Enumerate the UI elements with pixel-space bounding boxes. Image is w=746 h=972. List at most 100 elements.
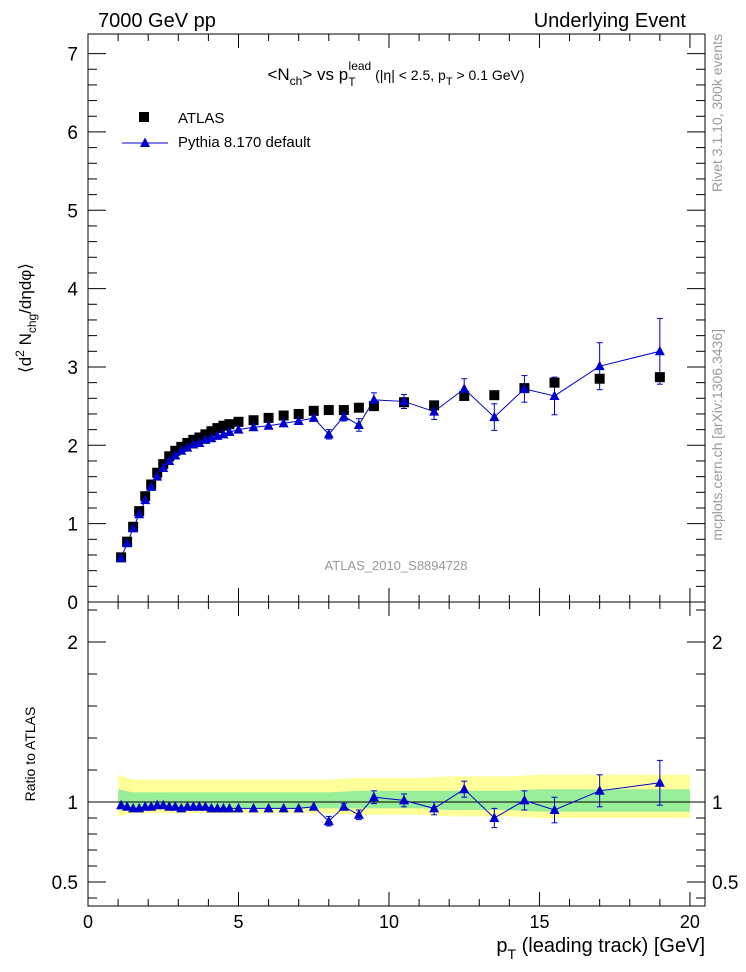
- atlas-point: [429, 400, 440, 411]
- ratio-point: [224, 802, 235, 813]
- pythia-point: [140, 494, 151, 505]
- ylabel-sub-chg: chg: [25, 314, 39, 333]
- atlas-point: [263, 412, 274, 423]
- ratio-y-axis-label: Ratio to ATLAS: [22, 707, 38, 802]
- pythia-point: [122, 537, 133, 548]
- ratio-data-layer: [116, 759, 665, 829]
- legend: ATLAS Pythia 8.170 default: [122, 110, 311, 151]
- xlabel-part-b: (leading track) [GeV]: [516, 935, 705, 957]
- main-y-tick-label: 0: [67, 593, 78, 614]
- pythia-point: [263, 420, 274, 430]
- main-y-tick-label: 1: [67, 515, 78, 536]
- xlabel-part-a: p: [496, 935, 507, 957]
- analysis-watermark: ATLAS_2010_S8894728: [325, 558, 468, 573]
- ratio-y-tick-label: 2: [67, 633, 78, 654]
- pythia-point: [128, 522, 139, 533]
- main-y-tick-label: 6: [67, 123, 78, 144]
- pythia-point: [278, 417, 289, 428]
- ratio-y-tick-label-right: 1: [712, 793, 723, 814]
- mcplots-label: mcplots.cern.ch [arXiv:1306.3436]: [709, 329, 725, 541]
- ratio-point: [399, 794, 410, 805]
- ylabel-part-b: N: [16, 333, 35, 350]
- title-part-c: (|η| < 2.5, p: [371, 67, 446, 83]
- ratio-y-tick-label-right: 2: [712, 633, 723, 654]
- pythia-point: [116, 552, 127, 563]
- ratio-y-tick-label: 1: [67, 793, 78, 814]
- ratio-point: [654, 777, 665, 787]
- main-y-tick-label: 3: [67, 358, 78, 379]
- pythia-point: [353, 419, 364, 429]
- ylabel-part-c: /dηdφ⟩: [16, 263, 35, 314]
- main-y-tick-label: 4: [67, 280, 78, 301]
- ratio-point: [368, 791, 379, 802]
- ratio-point: [489, 812, 500, 822]
- ratio-point: [278, 802, 289, 813]
- pythia-point: [164, 455, 175, 465]
- x-tick-label: 20: [680, 912, 700, 932]
- ratio-plot-frame: [87, 601, 706, 907]
- x-tick-label: 10: [379, 912, 399, 932]
- atlas-point: [233, 416, 244, 427]
- pythia-point: [170, 449, 181, 460]
- ratio-point: [293, 802, 304, 813]
- pythia-point: [549, 390, 560, 400]
- header-left: 7000 GeV pp: [98, 10, 216, 32]
- main-y-axis-label: ⟨d2 Nchg/dηdφ⟩: [13, 263, 39, 373]
- atlas-point: [212, 423, 223, 434]
- pythia-point: [233, 424, 244, 434]
- atlas-point: [293, 408, 304, 419]
- main-y-tick-label: 5: [67, 201, 78, 222]
- atlas-point: [368, 401, 379, 412]
- main-y-tick-label: 2: [67, 436, 78, 457]
- pythia-point: [182, 442, 193, 452]
- pythia-point: [338, 410, 349, 421]
- ratio-point: [338, 801, 349, 811]
- atlas-point: [308, 405, 319, 416]
- xlabel-sub-t: T: [507, 946, 516, 962]
- ratio-point: [170, 801, 181, 811]
- ylabel-sup-2: 2: [13, 350, 27, 357]
- atlas-point: [218, 420, 229, 431]
- ratio-point: [323, 815, 334, 826]
- main-data-layer: [116, 317, 665, 563]
- title-sup-lead: lead: [349, 59, 372, 73]
- pythia-point: [594, 360, 605, 371]
- ratio-point: [308, 801, 319, 811]
- atlas-point: [594, 373, 605, 384]
- atlas-point: [353, 402, 364, 413]
- main-axes: 0 1 2 3 4 5 6 7: [67, 34, 705, 614]
- ratio-point: [158, 799, 169, 810]
- ylabel-part-a: ⟨d: [16, 357, 35, 373]
- ratio-point: [263, 802, 274, 813]
- ratio-point: [233, 802, 244, 813]
- ratio-y-tick-label: 0.5: [52, 873, 78, 894]
- x-tick-label: 15: [529, 912, 549, 932]
- pythia-point: [654, 345, 665, 356]
- ratio-y-tick-label-right: 0.5: [712, 873, 738, 894]
- title-sub-t2: T: [446, 76, 453, 88]
- pythia-point: [519, 383, 530, 393]
- ratio-point: [459, 783, 470, 794]
- pythia-point: [293, 415, 304, 426]
- atlas-point: [459, 390, 470, 401]
- ratio-point: [200, 801, 211, 811]
- pythia-point: [224, 426, 235, 436]
- title-sub-ch: ch: [290, 74, 303, 88]
- pythia-point: [146, 481, 157, 491]
- ratio-point: [429, 802, 440, 813]
- pythia-point: [134, 508, 145, 519]
- pythia-point: [176, 445, 187, 455]
- atlas-point: [224, 419, 235, 430]
- pythia-point: [323, 428, 334, 439]
- ratio-axes: 0 5 10 15 20 0.5 0.5 1 1 2 2: [52, 602, 738, 932]
- legend-atlas-marker: [139, 112, 149, 122]
- pythia-point: [399, 395, 410, 406]
- ratio-point: [549, 804, 560, 814]
- atlas-point: [323, 405, 334, 416]
- title-part-a: <N: [267, 65, 289, 84]
- atlas-point: [248, 415, 259, 426]
- ratio-point: [353, 809, 364, 819]
- x-tick-label: 5: [233, 912, 243, 932]
- pythia-point: [308, 412, 319, 422]
